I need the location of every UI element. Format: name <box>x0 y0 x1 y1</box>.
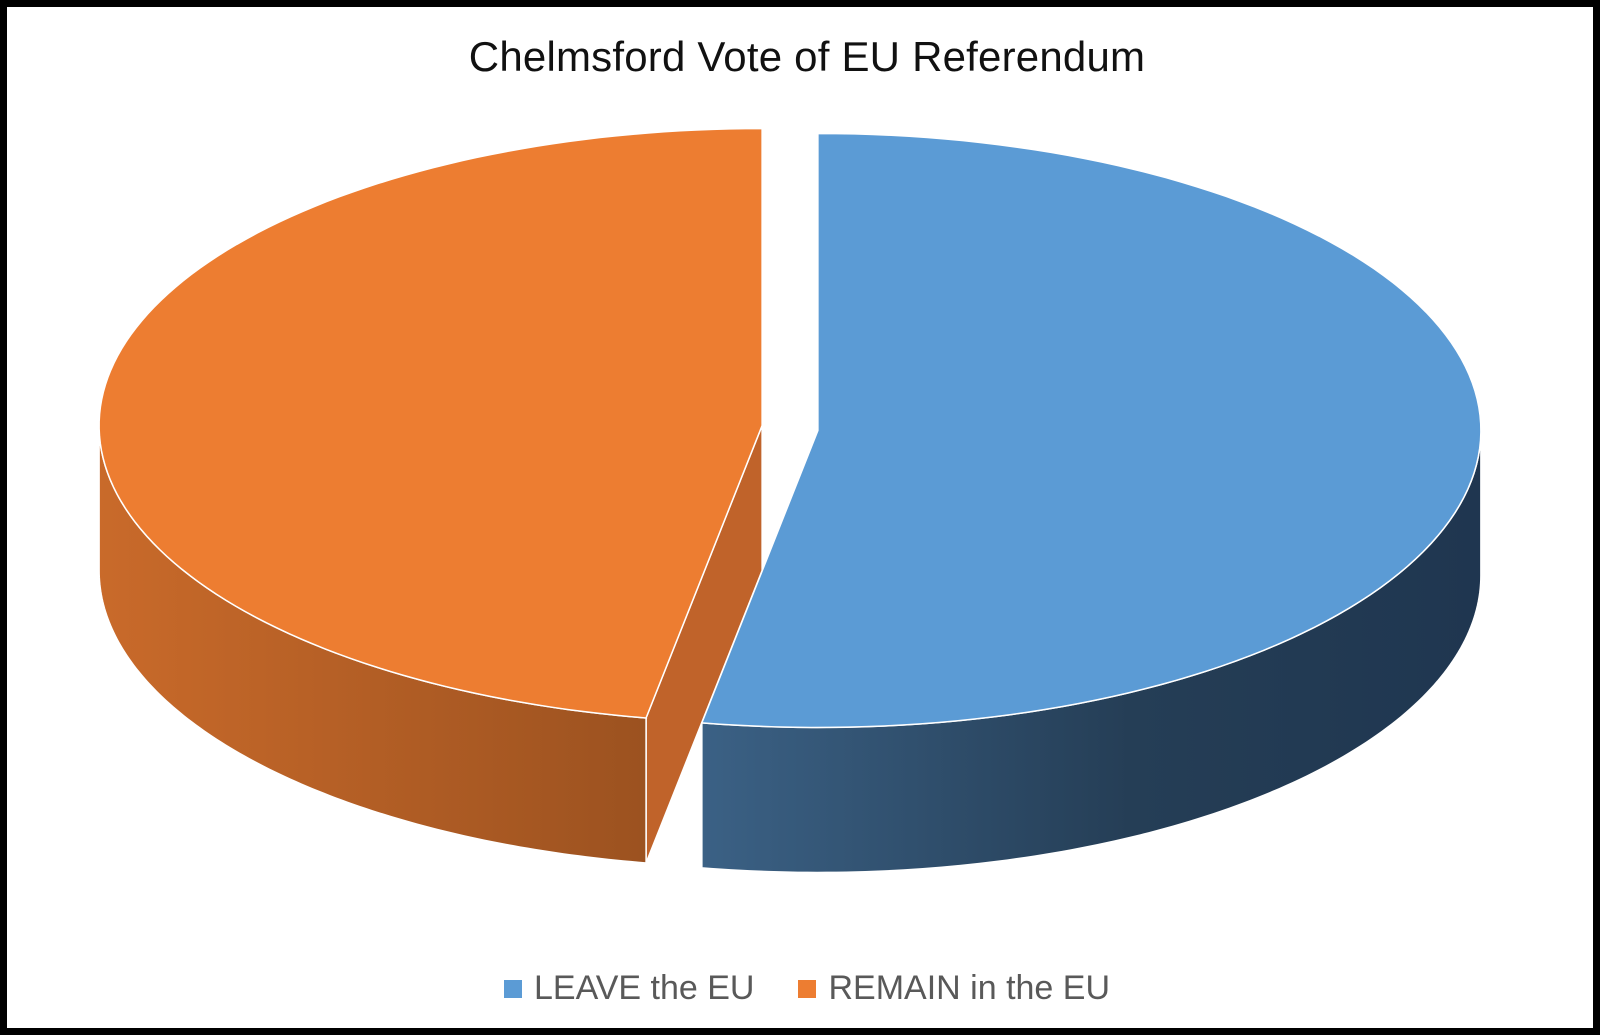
legend: LEAVE the EU REMAIN in the EU <box>7 969 1600 1008</box>
legend-item-leave[interactable]: LEAVE the EU <box>503 969 755 1008</box>
slice-leave-top <box>700 132 1482 729</box>
legend-swatch-leave <box>503 979 522 998</box>
slice-remain-top <box>98 127 763 719</box>
pie-chart <box>98 127 1482 874</box>
legend-item-remain[interactable]: REMAIN in the EU <box>798 969 1110 1008</box>
legend-label-remain: REMAIN in the EU <box>828 969 1111 1007</box>
legend-label-leave: LEAVE the EU <box>533 969 755 1007</box>
legend-swatch-remain <box>798 979 817 998</box>
chart-title: Chelmsford Vote of EU Referendum <box>468 33 1146 80</box>
